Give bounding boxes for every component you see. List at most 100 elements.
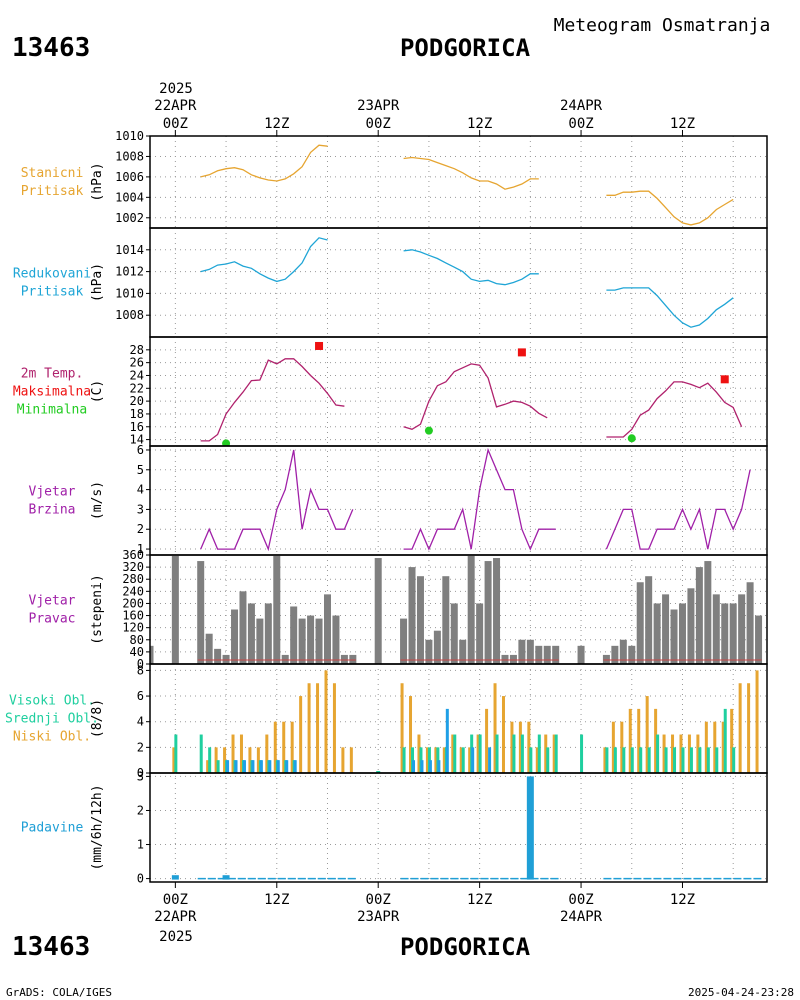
series-line <box>403 363 548 431</box>
station-name-bottom: PODGORICA <box>400 933 531 961</box>
y-tick-label: 160 <box>122 609 144 623</box>
high-cloud-bar <box>174 734 178 773</box>
y-tick-label: 120 <box>122 621 144 635</box>
unit-label: (hPa) <box>90 263 105 302</box>
wind-dir-bar <box>197 561 205 664</box>
wind-dir-bar <box>493 558 501 664</box>
high-cloud-bar <box>656 734 660 773</box>
y-tick-label: 1002 <box>115 211 144 225</box>
time-tick-bottom: 00Z <box>163 892 188 908</box>
panel-marks <box>200 341 743 446</box>
mid-cloud-bar <box>293 760 297 773</box>
time-tick-bottom: 00Z <box>366 892 391 908</box>
low-cloud-bar <box>535 747 539 773</box>
high-cloud-bar <box>554 734 558 773</box>
wind-dir-bar <box>239 591 247 664</box>
time-tick-bottom: 00Z <box>568 892 593 908</box>
mid-cloud-bar <box>259 760 263 773</box>
low-cloud-bar <box>476 734 480 773</box>
high-cloud-bar <box>723 708 727 773</box>
panel-1: 1002 1004 1006 1008 1010 Stanicni Pritisak (hPa… <box>21 129 768 229</box>
panel-7: 0 1 2 3 Padavine (mm/6h/12h) <box>21 769 768 886</box>
wind-dir-bar <box>298 618 306 664</box>
high-cloud-bar <box>453 734 457 773</box>
unit-label: (8/8) <box>90 699 105 738</box>
wind-dir-bar <box>577 645 585 664</box>
high-cloud-bar <box>537 734 541 773</box>
wind-dir-bar <box>315 618 323 664</box>
time-tick-bottom: 12Z <box>264 892 289 908</box>
series-line <box>606 287 734 328</box>
wind-dir-bar <box>450 603 458 664</box>
y-tick-label: 0 <box>137 766 144 780</box>
low-cloud-bar <box>493 683 497 773</box>
y-tick-label: 24 <box>130 368 144 382</box>
series-line <box>605 469 751 550</box>
y-tick-label: 1 <box>137 838 144 852</box>
tmin-marker <box>627 434 636 443</box>
high-cloud-bar <box>706 747 710 773</box>
time-tick-top: 12Z <box>264 116 289 132</box>
low-cloud-bar <box>552 734 556 773</box>
low-cloud-bar <box>628 708 632 773</box>
wind-dir-bar <box>231 609 239 664</box>
wind-dir-bar <box>374 558 382 664</box>
high-cloud-bar <box>630 747 634 773</box>
wind-dir-bar <box>205 633 213 664</box>
meteogram-subtitle: Meteogram Osmatranja <box>554 15 771 36</box>
low-cloud-bar <box>637 708 641 773</box>
panel-marks <box>172 670 759 773</box>
wind-dir-bar <box>171 555 179 664</box>
high-cloud-bar <box>520 734 524 773</box>
y-tick-label: 2 <box>137 740 144 754</box>
mid-cloud-bar <box>242 760 246 773</box>
high-cloud-bar <box>461 747 465 773</box>
low-cloud-bar <box>704 721 708 773</box>
low-cloud-bar <box>755 670 759 773</box>
wind-dir-bar <box>467 555 475 664</box>
low-cloud-bar <box>518 721 522 773</box>
low-cloud-bar <box>214 747 218 773</box>
y-tick-label: 320 <box>122 560 144 574</box>
wind-dir-bar <box>459 639 467 664</box>
wind-dir-bar <box>425 639 433 664</box>
top-year: 2025 <box>159 81 193 97</box>
wind-dir-bar <box>290 606 298 664</box>
panel-marks <box>200 144 734 226</box>
low-cloud-bar <box>620 721 624 773</box>
low-cloud-bar <box>282 721 286 773</box>
high-cloud-bar <box>402 747 406 773</box>
low-cloud-bar <box>400 683 404 773</box>
low-cloud-bar <box>307 683 311 773</box>
wind-dir-bar <box>433 630 441 664</box>
low-cloud-bar <box>349 747 353 773</box>
panel-frame <box>149 227 768 338</box>
low-cloud-bar <box>256 747 260 773</box>
y-tick-label: 240 <box>122 584 144 598</box>
low-cloud-bar <box>172 747 176 773</box>
y-tick-label: 40 <box>130 645 144 659</box>
low-cloud-bar <box>603 747 607 773</box>
time-tick-top: 12Z <box>467 116 492 132</box>
low-cloud-bar <box>341 747 345 773</box>
y-tick-label: 80 <box>130 633 144 647</box>
series-line <box>606 190 734 226</box>
precip-bar <box>171 875 179 880</box>
time-tick-top: 12Z <box>670 116 695 132</box>
low-cloud-bar <box>223 747 227 773</box>
high-cloud-bar <box>199 734 203 773</box>
series-line <box>403 447 556 551</box>
date-label-bottom: 23APR <box>357 909 400 925</box>
series-line <box>403 156 539 190</box>
y-tick-label: 1008 <box>115 308 144 322</box>
high-cloud-bar <box>605 747 609 773</box>
wind-dir-bar <box>273 555 281 664</box>
low-cloud-bar <box>409 696 413 773</box>
low-cloud-bar <box>501 696 505 773</box>
mid-cloud-bar <box>428 760 432 773</box>
tmax-marker <box>720 375 729 384</box>
low-cloud-bar <box>747 683 751 773</box>
low-cloud-bar <box>231 734 235 773</box>
panel-label: Pritisak <box>21 285 84 300</box>
